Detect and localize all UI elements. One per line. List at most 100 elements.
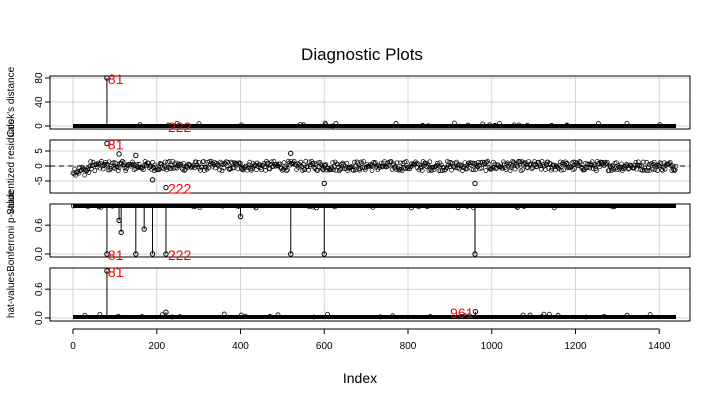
data-point xyxy=(509,163,515,169)
data-point xyxy=(595,121,601,126)
data-point xyxy=(362,167,368,173)
data-point xyxy=(221,311,227,317)
data-point xyxy=(159,312,165,318)
data-point xyxy=(673,163,679,169)
point-annotation: 81 xyxy=(108,71,124,87)
data-point xyxy=(655,168,660,173)
data-point xyxy=(564,122,570,128)
data-point xyxy=(130,159,135,165)
data-point xyxy=(572,166,578,171)
spike-point xyxy=(288,251,294,257)
x-tick-label: 800 xyxy=(400,341,417,352)
data-point xyxy=(624,120,630,126)
data-point xyxy=(367,162,373,167)
data-point xyxy=(624,312,630,318)
data-point xyxy=(486,161,491,166)
point-annotation: 222 xyxy=(168,119,192,135)
data-point xyxy=(104,162,109,168)
data-point xyxy=(419,168,425,173)
data-point xyxy=(306,204,312,209)
data-point xyxy=(378,163,383,169)
data-point xyxy=(369,168,375,173)
data-point xyxy=(371,160,377,165)
data-point xyxy=(568,165,573,170)
data-point xyxy=(368,163,374,169)
data-point xyxy=(281,160,287,165)
data-point xyxy=(592,163,598,169)
data-point xyxy=(652,167,658,173)
data-point xyxy=(239,122,244,128)
data-point xyxy=(604,159,610,165)
data-point xyxy=(315,168,320,173)
spike-point xyxy=(104,268,110,274)
data-point xyxy=(527,312,533,318)
data-point xyxy=(620,166,626,172)
data-point xyxy=(427,314,433,319)
data-point xyxy=(446,159,452,165)
outlier-point xyxy=(472,180,478,187)
data-point xyxy=(487,122,493,128)
data-point xyxy=(480,121,486,127)
data-point xyxy=(471,205,476,211)
data-point xyxy=(425,123,431,129)
data-point xyxy=(303,158,309,164)
y-tick-label: -5 xyxy=(34,176,45,185)
data-point xyxy=(522,159,528,165)
data-point xyxy=(121,160,127,165)
outlier-point xyxy=(288,150,294,157)
point-annotation: 222 xyxy=(168,247,192,263)
data-point xyxy=(228,159,234,165)
data-point xyxy=(403,159,409,164)
spike-point xyxy=(237,213,244,220)
y-tick-label: 0.6 xyxy=(34,282,45,296)
data-point xyxy=(349,164,355,170)
data-point xyxy=(330,123,336,129)
x-tick-label: 1200 xyxy=(564,341,587,352)
panel-1: 0 40 80 Cook's distance 81 222 xyxy=(6,66,691,137)
data-point xyxy=(246,162,252,168)
data-point xyxy=(115,313,121,319)
data-point xyxy=(604,161,609,166)
data-point xyxy=(377,314,383,320)
data-point xyxy=(577,159,583,164)
spike-point xyxy=(149,251,156,257)
data-point xyxy=(372,161,377,166)
outlier-point xyxy=(104,140,110,147)
data-point xyxy=(485,158,490,164)
spike-point xyxy=(133,251,139,257)
data-point xyxy=(253,205,259,211)
data-point xyxy=(516,122,522,128)
data-point xyxy=(483,168,489,173)
y-axis-label: Studentized residuals xyxy=(6,119,17,215)
data-point xyxy=(182,168,187,173)
y-tick-label: 0.0 xyxy=(34,247,45,261)
data-point xyxy=(88,159,93,164)
data-point xyxy=(501,159,506,165)
data-point xyxy=(322,120,328,126)
data-point xyxy=(657,122,663,127)
data-point xyxy=(424,204,430,210)
data-point xyxy=(471,162,477,167)
data-point xyxy=(455,205,461,211)
data-point xyxy=(192,165,197,171)
data-point xyxy=(583,314,589,320)
panels-group: 0 40 80 Cook's distance 81 222 -5 0 5 Studentized… xyxy=(6,66,691,352)
x-tick-label: 1000 xyxy=(481,341,504,352)
spike-point xyxy=(104,251,110,257)
data-point xyxy=(503,167,509,173)
data-point xyxy=(393,121,399,126)
data-point xyxy=(72,166,78,172)
data-point xyxy=(507,168,513,174)
data-point xyxy=(97,311,103,317)
data-point xyxy=(555,312,561,318)
data-point xyxy=(285,167,290,173)
data-point xyxy=(574,163,580,168)
data-point xyxy=(625,166,631,172)
data-point xyxy=(96,204,102,210)
panel-frame xyxy=(49,267,691,322)
data-point xyxy=(152,162,158,168)
data-point xyxy=(408,205,414,211)
data-point xyxy=(556,166,562,172)
data-point xyxy=(257,162,263,168)
data-point xyxy=(92,168,98,174)
